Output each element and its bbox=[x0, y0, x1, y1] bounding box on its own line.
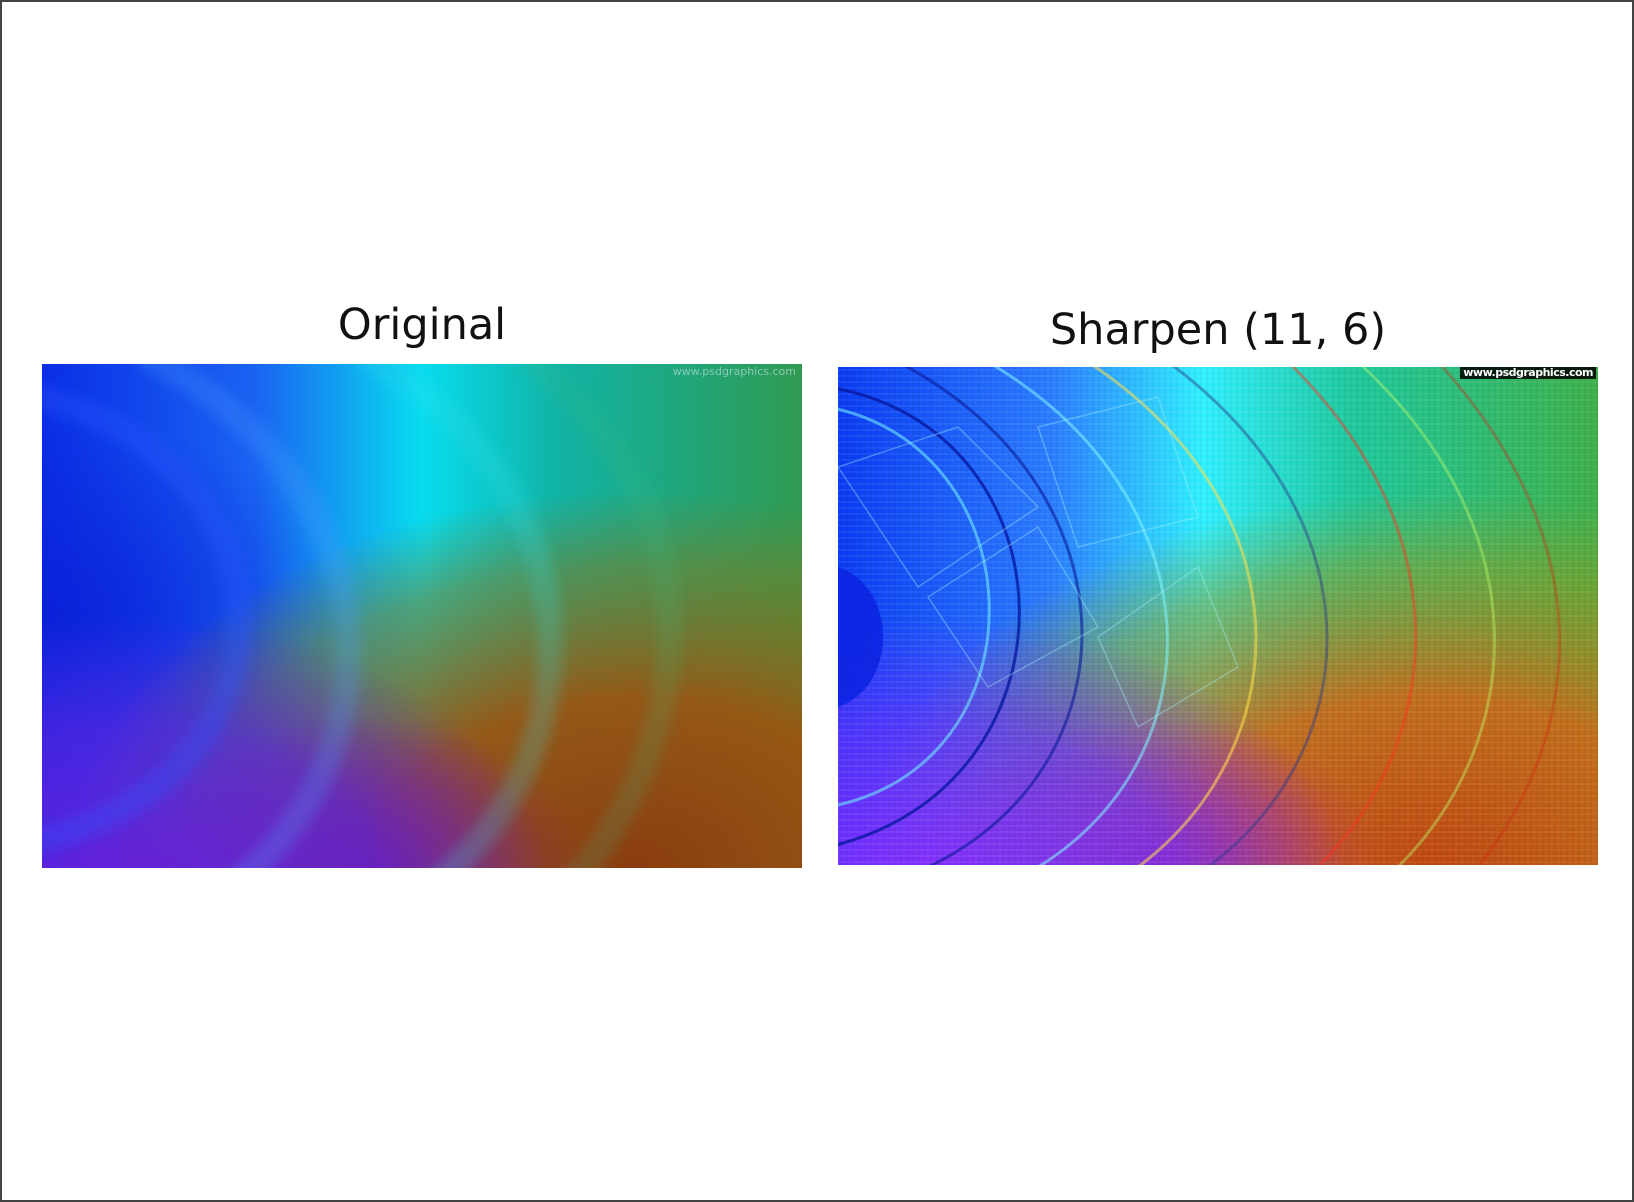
original-title: Original bbox=[337, 300, 507, 350]
sharpen-title: Sharpen (11, 6) bbox=[1049, 305, 1387, 355]
original-watermark: www.psdgraphics.com bbox=[672, 365, 796, 378]
original-image-graphic bbox=[42, 364, 802, 868]
sharpened-image: www.psdgraphics.com bbox=[838, 367, 1598, 865]
sharpened-image-graphic bbox=[838, 367, 1598, 865]
original-image: www.psdgraphics.com bbox=[42, 364, 802, 868]
sharpened-watermark: www.psdgraphics.com bbox=[1460, 367, 1596, 379]
